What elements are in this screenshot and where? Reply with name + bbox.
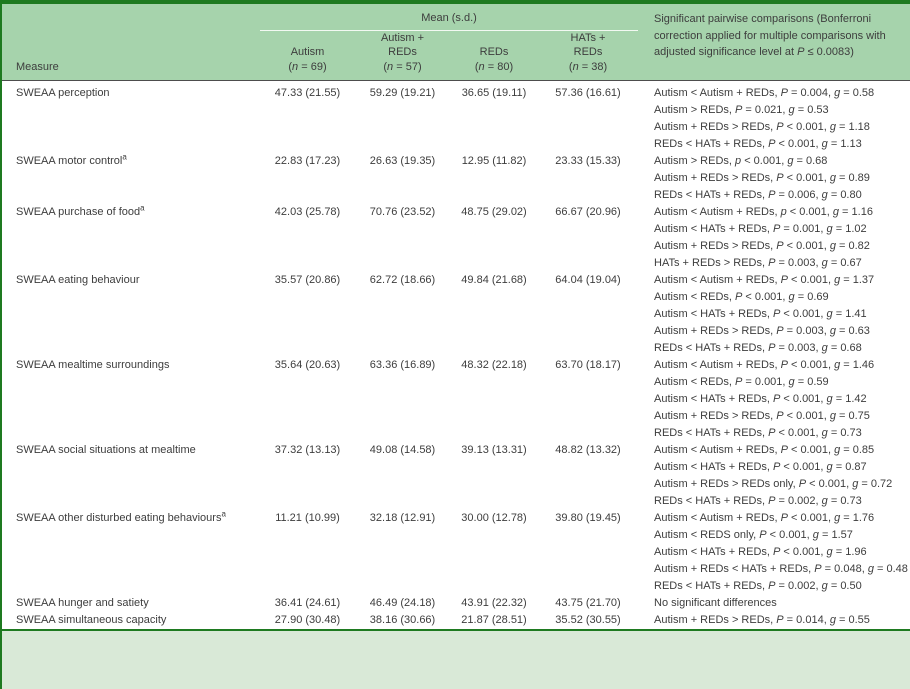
- comparisons-cell: Autism < Autism + REDs, P < 0.001, g = 0…: [654, 444, 893, 507]
- mean-value-cell: 32.18 (12.91): [369, 512, 436, 524]
- mean-value-cell: 36.65 (19.11): [461, 87, 527, 99]
- mean-value-cell: 49.84 (21.68): [461, 274, 527, 286]
- mean-value-cell: 43.75 (21.70): [555, 597, 621, 609]
- mean-value-cell: 30.00 (12.78): [461, 512, 527, 524]
- mean-value-cell: 38.16 (30.66): [369, 614, 436, 626]
- mean-value-cell: 63.70 (18.17): [555, 359, 621, 371]
- mean-value-cell: 35.57 (20.86): [274, 274, 341, 286]
- comparisons-cell: No significant differences: [654, 597, 777, 609]
- measure-cell: SWEAA purchase of fooda: [16, 203, 145, 218]
- comparisons-cell: Autism < Autism + REDs, P = 0.004, g = 0…: [654, 87, 875, 150]
- mean-value-cell: 26.63 (19.35): [369, 155, 436, 167]
- mean-value-cell: 27.90 (30.48): [274, 614, 341, 626]
- mean-value-cell: 48.82 (13.32): [555, 444, 621, 456]
- comparisons-cell: Autism < Autism + REDs, P < 0.001, g = 1…: [654, 512, 908, 592]
- mean-value-cell: 37.32 (13.13): [274, 444, 341, 456]
- table-row: SWEAA other disturbed eating behavioursa…: [2, 510, 910, 595]
- mean-value-cell: 39.80 (19.45): [555, 512, 621, 524]
- table-row: SWEAA purchase of fooda 42.03 (25.78) 70…: [2, 204, 910, 272]
- mean-value-cell: 48.75 (29.02): [461, 206, 527, 218]
- mean-value-cell: 11.21 (10.99): [275, 512, 340, 524]
- mean-value-cell: 64.04 (19.04): [555, 274, 621, 286]
- column-header-reds: REDs (n = 80): [450, 30, 538, 81]
- mean-value-cell: 57.36 (16.61): [555, 87, 621, 99]
- mean-sd-group-header: Mean (s.d.): [260, 4, 639, 31]
- mean-value-cell: 62.72 (18.66): [369, 274, 436, 286]
- mean-value-cell: 47.33 (21.55): [274, 87, 341, 99]
- mean-value-cell: 22.83 (17.23): [274, 155, 341, 167]
- measure-cell: SWEAA perception: [16, 87, 110, 99]
- comparisons-cell: Autism > REDs, p < 0.001, g = 0.68 Autis…: [654, 155, 870, 201]
- measure-cell: SWEAA eating behaviour: [16, 274, 140, 286]
- mean-value-cell: 23.33 (15.33): [555, 155, 621, 167]
- mean-value-cell: 42.03 (25.78): [274, 206, 341, 218]
- table-row: SWEAA social situations at mealtime 37.3…: [2, 442, 910, 510]
- comparisons-cell: Autism + REDs > REDs, P = 0.014, g = 0.5…: [654, 614, 870, 626]
- column-header-hats-reds: HATs + REDs (n = 38): [538, 30, 639, 81]
- comparisons-cell: Autism < Autism + REDs, p < 0.001, g = 1…: [654, 206, 873, 269]
- mean-value-cell: 36.41 (24.61): [274, 597, 341, 609]
- mean-value-cell: 59.29 (19.21): [369, 87, 436, 99]
- table-header: Measure Mean (s.d.) Significant pairwise…: [2, 4, 910, 81]
- mean-value-cell: 48.32 (22.18): [461, 359, 527, 371]
- mean-value-cell: 70.76 (23.52): [369, 206, 436, 218]
- table-row: SWEAA perception 47.33 (21.55) 59.29 (19…: [2, 81, 910, 154]
- comparisons-cell: Autism < Autism + REDs, P < 0.001, g = 1…: [654, 274, 875, 354]
- mean-value-cell: 49.08 (14.58): [369, 444, 436, 456]
- table-bottom-rule: [2, 629, 910, 631]
- table-row: SWEAA motor controla 22.83 (17.23) 26.63…: [2, 153, 910, 204]
- column-header-autism: Autism (n = 69): [260, 30, 355, 81]
- mean-value-cell: 46.49 (24.18): [369, 597, 436, 609]
- mean-value-cell: 66.67 (20.96): [555, 206, 621, 218]
- measure-cell: SWEAA hunger and satiety: [16, 597, 149, 609]
- mean-value-cell: 39.13 (13.31): [461, 444, 527, 456]
- mean-value-cell: 12.95 (11.82): [461, 155, 527, 167]
- table-row: SWEAA hunger and satiety 36.41 (24.61) 4…: [2, 595, 910, 612]
- measure-cell: SWEAA simultaneous capacity: [16, 614, 167, 626]
- mean-value-cell: 35.64 (20.63): [274, 359, 341, 371]
- measure-cell: SWEAA mealtime surroundings: [16, 359, 170, 371]
- table-row: SWEAA simultaneous capacity 27.90 (30.48…: [2, 612, 910, 629]
- table-row: SWEAA eating behaviour 35.57 (20.86) 62.…: [2, 272, 910, 357]
- mean-value-cell: 63.36 (16.89): [369, 359, 436, 371]
- measure-cell: SWEAA other disturbed eating behavioursa: [16, 509, 226, 524]
- mean-value-cell: 21.87 (28.51): [461, 614, 527, 626]
- table-bottom-strip: [2, 631, 910, 689]
- table-body: SWEAA perception 47.33 (21.55) 59.29 (19…: [2, 81, 910, 630]
- comparisons-cell: Autism < Autism + REDs, P < 0.001, g = 1…: [654, 359, 875, 439]
- sweaa-results-table: Measure Mean (s.d.) Significant pairwise…: [2, 4, 910, 629]
- comparisons-column-header: Significant pairwise comparisons (Bonfer…: [638, 4, 910, 81]
- table-row: SWEAA mealtime surroundings 35.64 (20.63…: [2, 357, 910, 442]
- measure-column-header: Measure: [2, 4, 260, 81]
- column-header-autism-reds: Autism + REDs (n = 57): [355, 30, 450, 81]
- measure-cell: SWEAA social situations at mealtime: [16, 444, 196, 456]
- mean-value-cell: 43.91 (22.32): [461, 597, 527, 609]
- mean-value-cell: 35.52 (30.55): [555, 614, 621, 626]
- measure-cell: SWEAA motor controla: [16, 152, 127, 167]
